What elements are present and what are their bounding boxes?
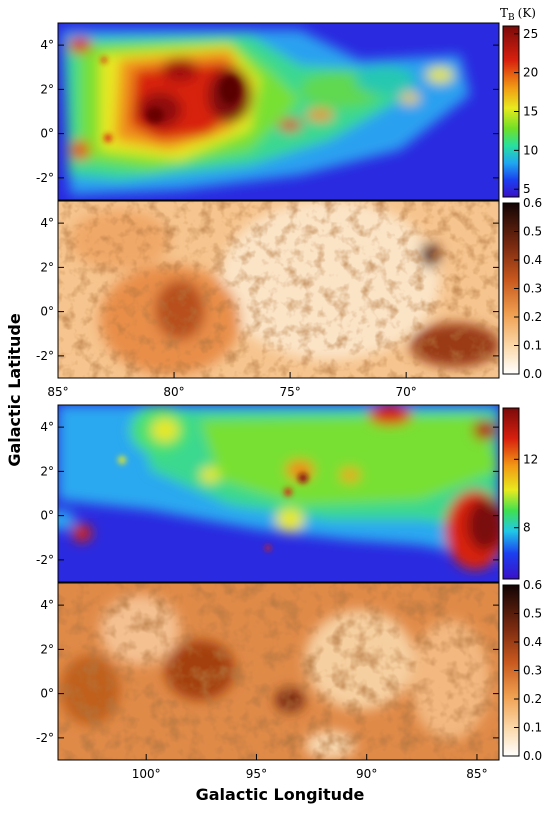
y-tick-label: 0° (40, 305, 54, 319)
x-axis-title: Galactic Longitude (196, 785, 365, 804)
y-tick-label: 4° (40, 420, 54, 434)
colorbar-tick-label: 12 (523, 452, 538, 466)
axes: -2° 0° 2° 4° -2° 0° 2° 4° 85° 80° 75° 70° -2° 0° 2° 4° -… (36, 38, 499, 781)
colorbar-tick-label: 0.0 (523, 367, 542, 381)
y-tick-label: 0° (40, 687, 54, 701)
panel-top-temperature-map (58, 23, 499, 200)
frame-top-temperature (57, 22, 500, 201)
frame-bottom-temperature (57, 404, 500, 583)
colorbar-tick-label: 25 (523, 27, 538, 41)
colorbar-tick-label: 0.1 (523, 339, 542, 353)
colorbar-title-symbol: T (500, 6, 508, 20)
colorbar-bottom-temperature (502, 407, 520, 580)
y-tick-label: -2° (36, 553, 54, 567)
colorbar-tick-label: 0.3 (523, 282, 542, 296)
colorbar-tick-label: 0.1 (523, 721, 542, 735)
colorbar-tick-label: 15 (523, 105, 538, 119)
colorbar-tick-label: 0.2 (523, 310, 542, 324)
colorbar-title-unit: (K) (518, 6, 536, 20)
colorbar-tick-label: 0.0 (523, 749, 542, 763)
y-tick-label: 4° (40, 216, 54, 230)
colorbar-tick-label: 0.5 (523, 225, 542, 239)
colorbar-tick-label: 10 (523, 143, 538, 157)
y-tick-label: 0° (40, 127, 54, 141)
colorbar-tick-label: 0.3 (523, 664, 542, 678)
y-tick-label: 0° (40, 509, 54, 523)
panel-bottom-temperature-map (58, 405, 499, 582)
colorbar-tick-label: 5 (523, 182, 531, 196)
y-tick-label: 2° (40, 642, 54, 656)
panel-top-fraction-map (58, 201, 499, 378)
colorbar-title: TB (K) (500, 6, 536, 23)
y-tick-label: -2° (36, 349, 54, 363)
colorbar-tick-label: 0.5 (523, 607, 542, 621)
y-tick-label: 4° (40, 598, 54, 612)
x-tick-label: 75° (279, 385, 300, 399)
y-axis-title: Galactic Latitude (5, 313, 24, 467)
x-tick-label: 95° (246, 767, 267, 781)
frame-top-fraction (57, 200, 500, 379)
y-tick-label: 4° (40, 38, 54, 52)
colorbar-tick-label: 0.6 (523, 196, 542, 210)
colorbar-tick-label: 0.2 (523, 692, 542, 706)
frame-bottom-fraction (57, 582, 500, 761)
colorbar-title-subscript: B (508, 13, 515, 23)
colorbar-tick-label: 8 (523, 521, 531, 535)
colorbar-tick-label: 0.6 (523, 578, 542, 592)
x-tick-label: 70° (396, 385, 417, 399)
y-tick-label: -2° (36, 731, 54, 745)
colorbar-ticks: 5 10 15 20 25 0.0 0.1 0.2 0.3 0.4 0.5 0.6 8 12 0.0 0.1 0… (514, 27, 542, 763)
x-tick-label: 90° (356, 767, 377, 781)
x-tick-label: 100° (132, 767, 161, 781)
x-tick-label: 80° (163, 385, 184, 399)
y-tick-label: -2° (36, 171, 54, 185)
y-tick-label: 2° (40, 82, 54, 96)
y-tick-label: 2° (40, 260, 54, 274)
colorbar-tick-label: 0.4 (523, 253, 542, 267)
y-tick-label: 2° (40, 464, 54, 478)
colorbar-tick-label: 0.4 (523, 635, 542, 649)
colorbar-tick-label: 20 (523, 66, 538, 80)
panel-bottom-fraction-map (58, 583, 499, 760)
x-tick-label: 85° (47, 385, 68, 399)
x-tick-label: 85° (466, 767, 487, 781)
